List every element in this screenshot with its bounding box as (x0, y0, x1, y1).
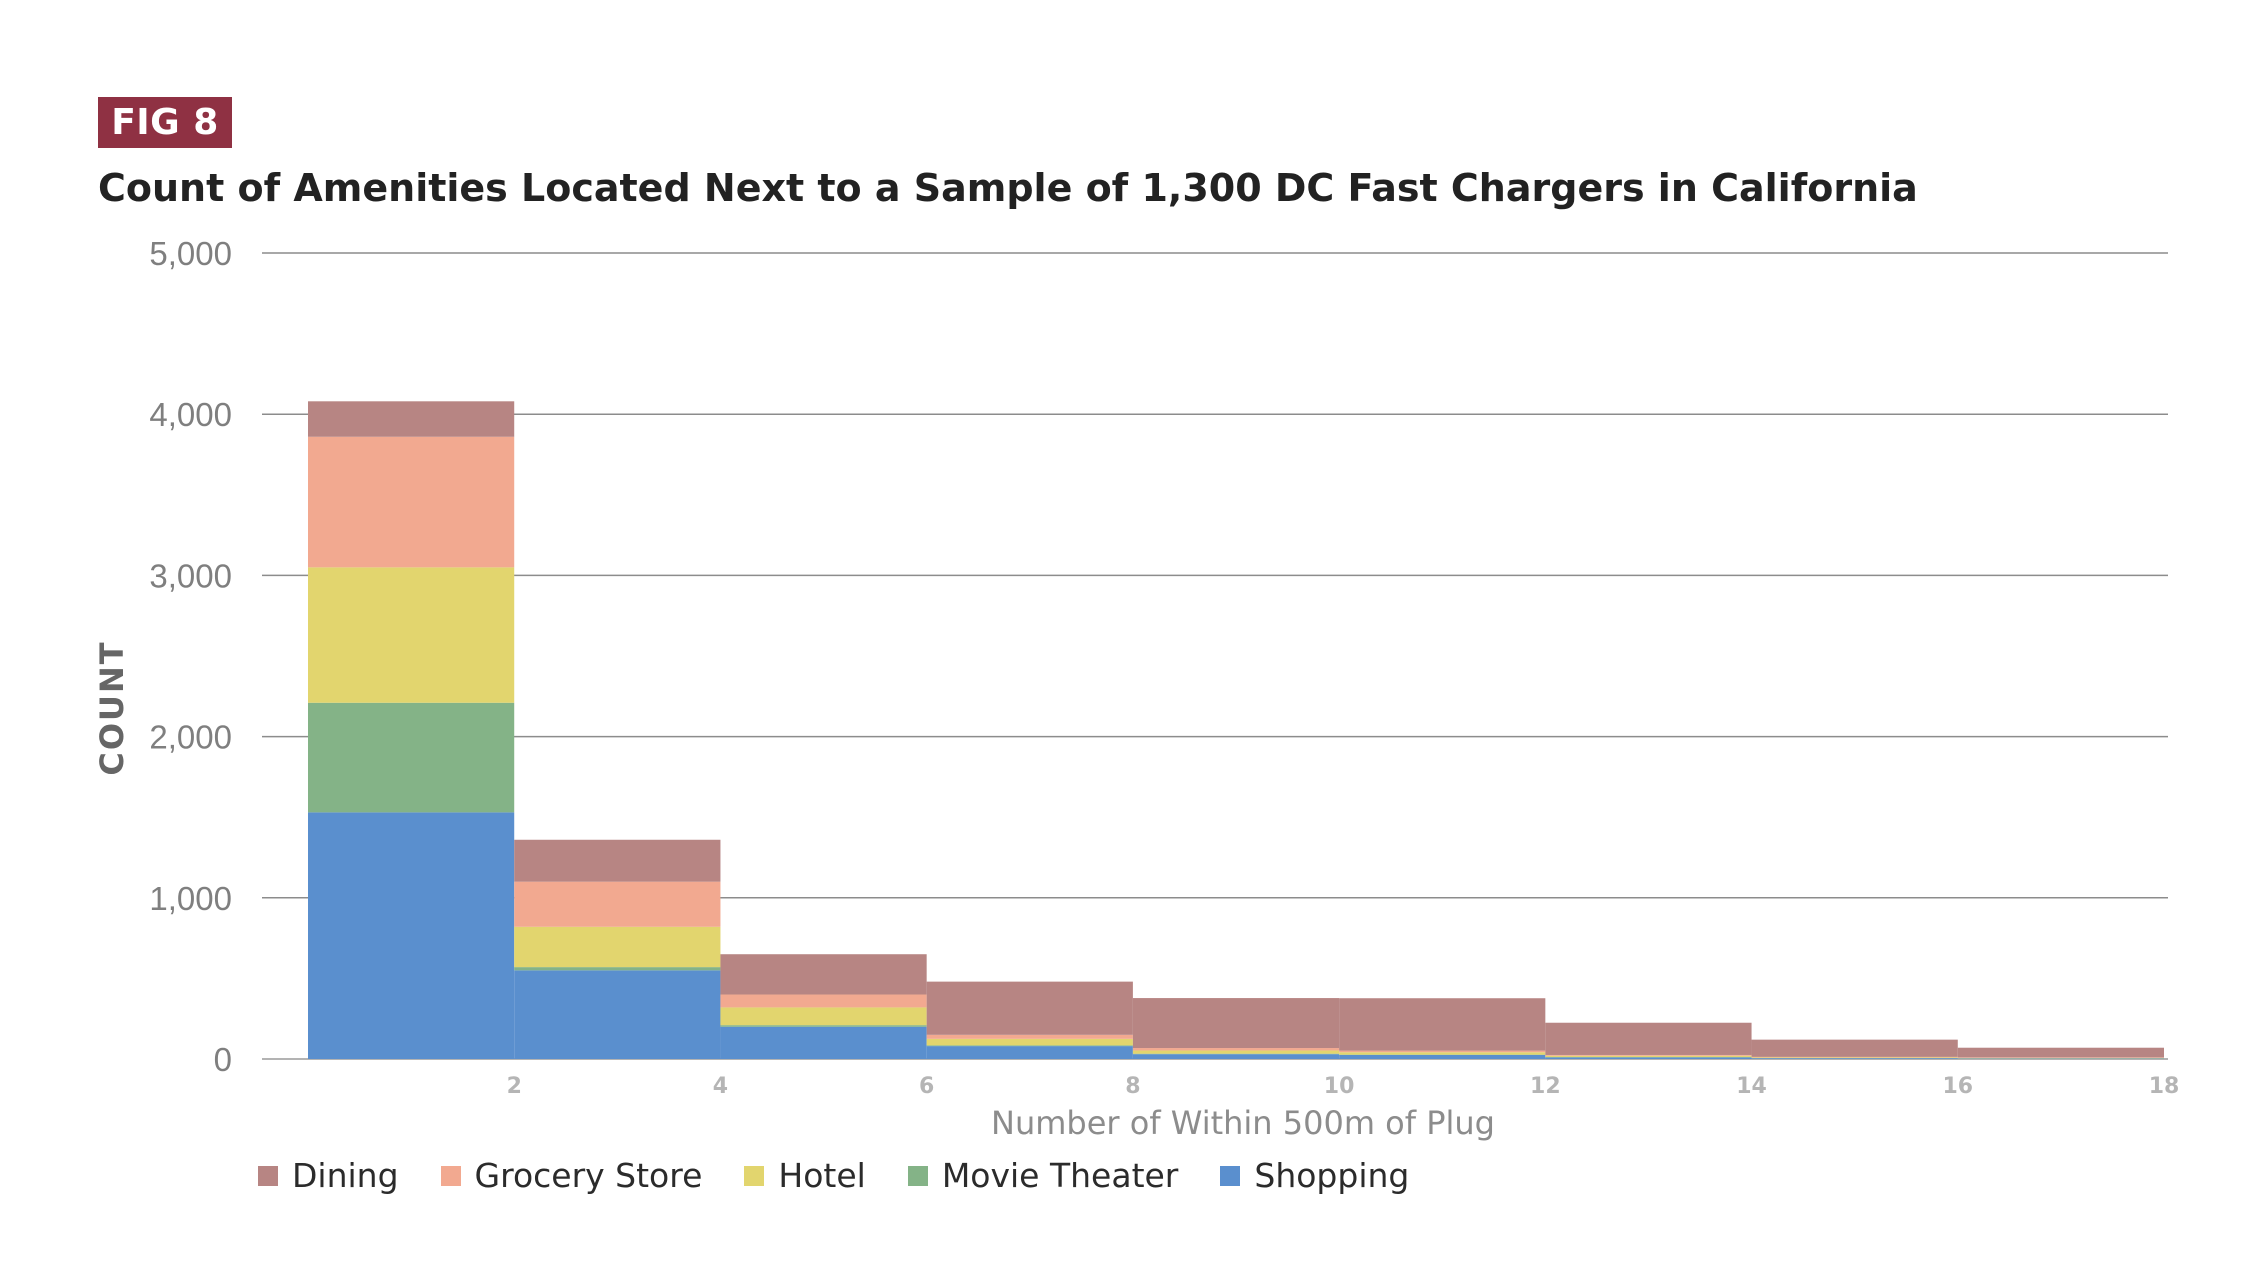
bar-hotel (1545, 1055, 1752, 1058)
bars (308, 401, 2164, 1059)
y-tick-label: 0 (214, 1041, 232, 1078)
bar-dining (1132, 998, 1340, 1049)
bar-hotel (720, 1007, 927, 1026)
bar-hotel (926, 1038, 1133, 1046)
x-tick-label: 16 (1942, 1074, 1973, 1099)
y-axis-label: COUNT (93, 640, 131, 775)
bar-hotel (1132, 1050, 1340, 1054)
y-tick-label: 5,000 (149, 235, 232, 272)
legend-item-movie-theater: Movie Theater (907, 1156, 1179, 1195)
legend-swatch (907, 1165, 928, 1186)
legend-swatch (440, 1165, 461, 1186)
bar-grocery-store (720, 994, 927, 1008)
bar-hotel (514, 926, 721, 968)
legend-swatch (258, 1165, 278, 1186)
legend-swatch (744, 1165, 765, 1186)
bar-shopping (1132, 1054, 1340, 1059)
bar-hotel (1751, 1057, 1958, 1059)
legend-item-shopping: Shopping (1220, 1156, 1409, 1195)
bar-shopping (1751, 1058, 1958, 1059)
legend-label: Shopping (1254, 1156, 1410, 1195)
bar-shopping (926, 1046, 1133, 1059)
bar-grocery-store (1339, 1050, 1546, 1053)
bar-grocery-store (514, 881, 721, 927)
y-tick-label: 2,000 (149, 719, 232, 756)
bar-shopping (1339, 1054, 1546, 1059)
y-tick-label: 4,000 (149, 396, 232, 433)
bar-grocery-store (926, 1034, 1133, 1039)
x-tick-label: 2 (507, 1074, 522, 1099)
bar-dining (926, 981, 1133, 1035)
bar-shopping (1545, 1057, 1752, 1059)
bar-grocery-store (308, 436, 515, 568)
legend-swatch (1220, 1165, 1241, 1186)
legend-label: Hotel (778, 1156, 866, 1195)
bar-dining (514, 839, 721, 882)
x-axis-label: Number of Within 500m of Plug (991, 1104, 1495, 1142)
x-tick-label: 4 (713, 1074, 728, 1099)
bar-grocery-store (1545, 1054, 1752, 1056)
x-tick-label: 14 (1736, 1074, 1767, 1099)
y-tick-label: 1,000 (149, 880, 232, 917)
bar-shopping (308, 812, 515, 1059)
legend-label: Dining (292, 1156, 399, 1195)
legend-label: Movie Theater (941, 1156, 1179, 1195)
bar-shopping (720, 1026, 927, 1059)
bar-shopping (514, 970, 721, 1059)
bar-dining (720, 954, 927, 995)
bar-hotel (1339, 1052, 1546, 1055)
bar-movie-theater (308, 702, 515, 813)
legend-item-dining: Dining (258, 1156, 399, 1195)
x-tick-label: 10 (1324, 1074, 1355, 1099)
chart-title: Count of Amenities Located Next to a Sam… (98, 166, 1918, 210)
x-tick-label: 18 (2149, 1074, 2180, 1099)
legend-item-hotel: Hotel (744, 1156, 866, 1195)
bar-dining (1751, 1039, 1958, 1057)
x-tick-label: 8 (1125, 1074, 1140, 1099)
bar-grocery-store (1132, 1048, 1340, 1051)
bar-dining (1339, 998, 1546, 1051)
bar-movie-theater (514, 967, 721, 971)
bar-movie-theater (720, 1025, 927, 1027)
legend: Dining Grocery Store Hotel Movie Theater Sho… (258, 1156, 1451, 1195)
legend-label: Grocery Store (474, 1156, 703, 1195)
figure-label: FIG 8 (98, 97, 232, 148)
x-tick-label: 6 (919, 1074, 934, 1099)
x-axis: 2 4 6 8 10 12 14 16 18 (507, 1074, 2180, 1099)
bar-dining (1545, 1022, 1752, 1055)
bar-hotel (308, 567, 515, 703)
bar-dining (308, 401, 515, 437)
y-tick-label: 3,000 (149, 557, 232, 594)
bar-movie-theater (926, 1045, 1133, 1047)
bar-dining (1957, 1047, 2164, 1058)
y-axis: 0 1,000 2,000 3,000 4,000 5,000 (149, 235, 232, 1078)
x-tick-label: 12 (1530, 1074, 1561, 1099)
legend-item-grocery-store: Grocery Store (440, 1156, 703, 1195)
